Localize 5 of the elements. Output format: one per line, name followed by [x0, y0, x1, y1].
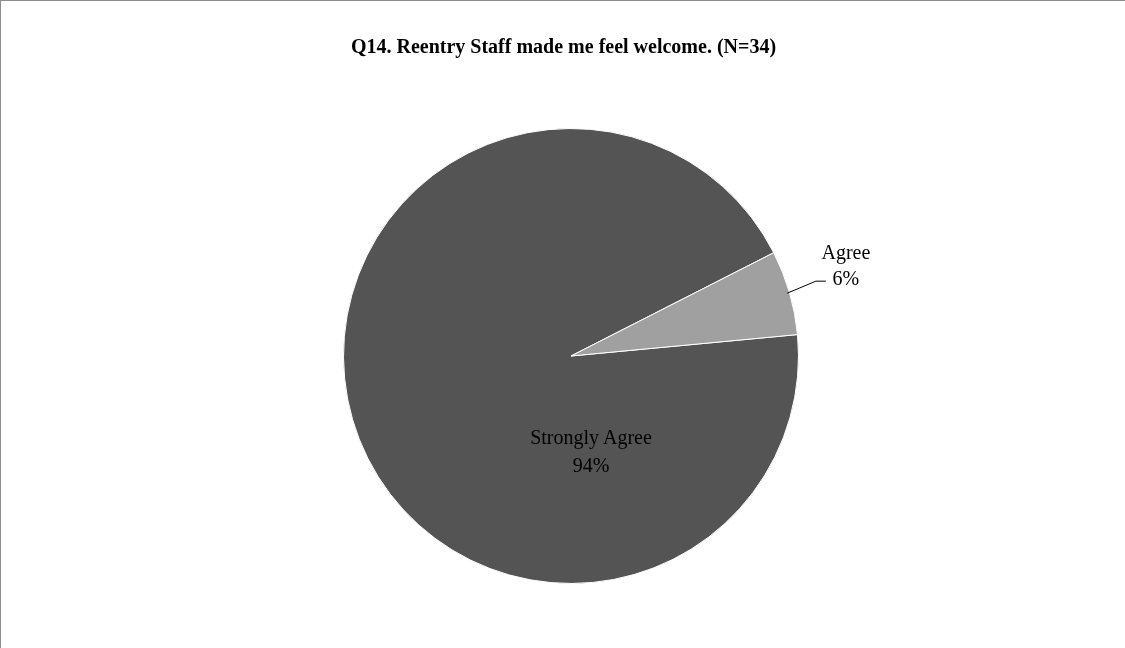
data-label: 94% — [572, 454, 610, 476]
chart-title: Q14. Reentry Staff made me feel welcome. (N=34) — [349, 35, 778, 58]
slice-label: Strongly Agree — [530, 426, 652, 449]
data-label: 6% — [832, 267, 860, 290]
slice-label: Agree — [821, 241, 871, 265]
